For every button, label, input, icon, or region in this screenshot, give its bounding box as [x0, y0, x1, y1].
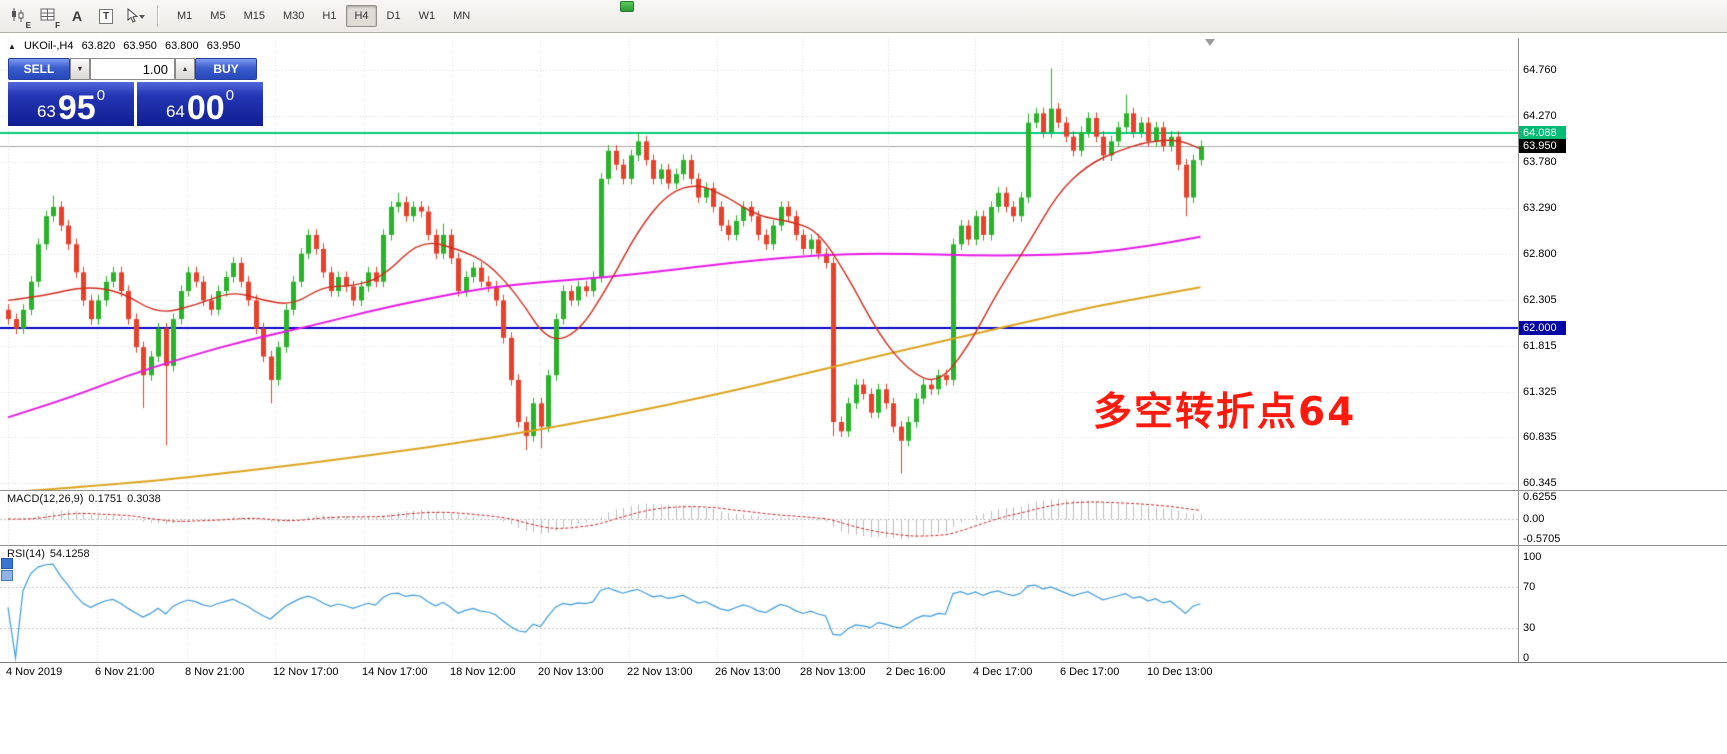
sell-price-int: 63	[36, 102, 56, 121]
time-tick: 8 Nov 21:00	[185, 666, 245, 678]
timeframe-button-m1[interactable]: M1	[169, 5, 200, 27]
macd-tick: 0.6255	[1523, 490, 1557, 503]
ohlc-close: 63.950	[206, 40, 241, 52]
timeframe-button-m15[interactable]: M15	[236, 5, 273, 27]
sell-price-main: 95	[57, 89, 96, 128]
price-tick: 60.345	[1523, 477, 1557, 490]
autotrading-icon[interactable]	[620, 1, 634, 12]
indicator-window-icon[interactable]	[1, 558, 13, 581]
cursor-dropdown-icon[interactable]	[122, 3, 148, 29]
symbol-period: UKOil-,H4	[23, 40, 74, 52]
indicator-window-icon-top	[1, 558, 13, 569]
price-tick: 61.325	[1523, 385, 1557, 398]
panel-divider-macd[interactable]	[0, 490, 1727, 491]
time-axis-border	[0, 662, 1727, 663]
grid-icon[interactable]: F	[35, 3, 61, 30]
icon-letter-f: F	[55, 21, 60, 30]
timeframe-button-m5[interactable]: M5	[202, 5, 233, 27]
rsi-tick: 30	[1523, 621, 1536, 634]
indicator-window-icon-bottom	[1, 570, 13, 581]
price-tick: 63.290	[1523, 201, 1557, 214]
sell-button[interactable]: SELL	[8, 58, 70, 80]
rsi-tick: 100	[1523, 551, 1542, 563]
annotation-text: 多空转折点64	[1093, 390, 1357, 435]
price-badge-support: 62.000	[1519, 321, 1566, 336]
time-tick: 4 Dec 17:00	[973, 666, 1033, 678]
price-tick: 63.780	[1523, 155, 1557, 168]
timeframe-toolbar: M1 M5 M15 M30 H1 H4 D1 W1 MN	[168, 5, 479, 27]
volume-input[interactable]	[90, 58, 175, 80]
time-tick: 28 Nov 13:00	[800, 666, 866, 678]
candlestick-chart-icon[interactable]: E	[6, 3, 32, 30]
price-tick: 61.815	[1523, 339, 1557, 352]
price-tick: 62.800	[1523, 247, 1557, 260]
time-tick: 10 Dec 13:00	[1147, 666, 1213, 678]
ohlc-open: 63.820	[81, 40, 116, 52]
time-tick: 4 Nov 2019	[6, 666, 63, 678]
macd-value-signal: 0.3038	[127, 493, 161, 505]
chart-window: ▲ UKOil-,H4 63.820 63.950 63.800 63.950 …	[0, 34, 1727, 754]
macd-indicator-label: MACD(12,26,9) 0.1751 0.3038	[7, 493, 166, 505]
macd-tick: 0.00	[1523, 513, 1545, 525]
volume-increase-button[interactable]: ▲	[175, 58, 195, 80]
time-tick: 2 Dec 16:00	[886, 666, 946, 678]
ohlc-low: 63.800	[165, 40, 199, 52]
toolbar-separator	[157, 5, 159, 27]
rsi-panel-canvas[interactable]	[0, 546, 1518, 662]
chart-title: ▲ UKOil-,H4 63.820 63.950 63.800 63.950	[8, 40, 245, 52]
time-tick: 6 Nov 21:00	[95, 666, 155, 678]
timeframe-button-m30[interactable]: M30	[275, 5, 312, 27]
price-tick: 64.760	[1523, 64, 1557, 77]
price-tick: 64.270	[1523, 110, 1557, 123]
buy-button[interactable]: BUY	[195, 58, 257, 80]
sell-price-pip: 0	[96, 87, 106, 104]
buy-price-pip: 0	[225, 87, 235, 104]
macd-panel-canvas[interactable]	[0, 491, 1518, 545]
ohlc-high: 63.950	[123, 40, 157, 52]
buy-price-display[interactable]: 64 00 0	[137, 82, 263, 126]
time-tick: 18 Nov 12:00	[450, 666, 516, 678]
timeframe-button-h1[interactable]: H1	[314, 5, 344, 27]
one-click-trading-panel: SELL ▼ ▲ BUY 63 95 0 64 00 0	[8, 58, 263, 126]
buy-price-int: 64	[165, 102, 185, 121]
sell-price-display[interactable]: 63 95 0	[8, 82, 134, 126]
time-tick: 12 Nov 17:00	[273, 666, 339, 678]
trade-panel-collapse-icon[interactable]: ▲	[8, 42, 16, 51]
price-tick: 62.305	[1523, 293, 1557, 306]
chart-shift-marker[interactable]	[1205, 39, 1215, 46]
time-tick: 14 Nov 17:00	[362, 666, 428, 678]
rsi-title: RSI(14)	[7, 548, 45, 560]
price-tick: 60.835	[1523, 431, 1557, 444]
panel-divider-rsi[interactable]	[0, 545, 1727, 546]
timeframe-button-d1[interactable]: D1	[379, 5, 409, 27]
volume-decrease-button[interactable]: ▼	[70, 58, 90, 80]
text-annotation-icon[interactable]: A	[71, 8, 83, 24]
time-tick: 22 Nov 13:00	[627, 666, 693, 678]
time-tick: 26 Nov 13:00	[715, 666, 781, 678]
rsi-value: 54.1258	[49, 548, 90, 560]
macd-value-main: 0.1751	[88, 493, 123, 505]
price-scale-border	[1518, 38, 1519, 662]
rsi-tick: 70	[1523, 581, 1536, 594]
price-badge-resistance: 64.088	[1519, 126, 1566, 141]
time-axis[interactable]: 4 Nov 2019 6 Nov 21:00 8 Nov 21:00 12 Nov 1…	[0, 666, 1727, 684]
text-label-icon[interactable]: T	[93, 3, 119, 29]
buy-price-main: 00	[186, 89, 225, 128]
timeframe-button-mn[interactable]: MN	[445, 5, 478, 27]
timeframe-button-h4[interactable]: H4	[346, 5, 377, 27]
icon-letter-e: E	[25, 21, 31, 30]
macd-title: MACD(12,26,9)	[7, 493, 84, 505]
time-tick: 6 Dec 17:00	[1060, 666, 1120, 678]
macd-tick: -0.5705	[1523, 533, 1561, 546]
rsi-indicator-label: RSI(14) 54.1258	[7, 548, 95, 560]
time-tick: 20 Nov 13:00	[538, 666, 604, 678]
price-badge-bid: 63.950	[1519, 139, 1566, 154]
timeframe-button-w1[interactable]: W1	[411, 5, 444, 27]
toolbar: E F A T M1 M5 M15 M30 H1 H4 D1 W1 MN	[0, 0, 1727, 33]
